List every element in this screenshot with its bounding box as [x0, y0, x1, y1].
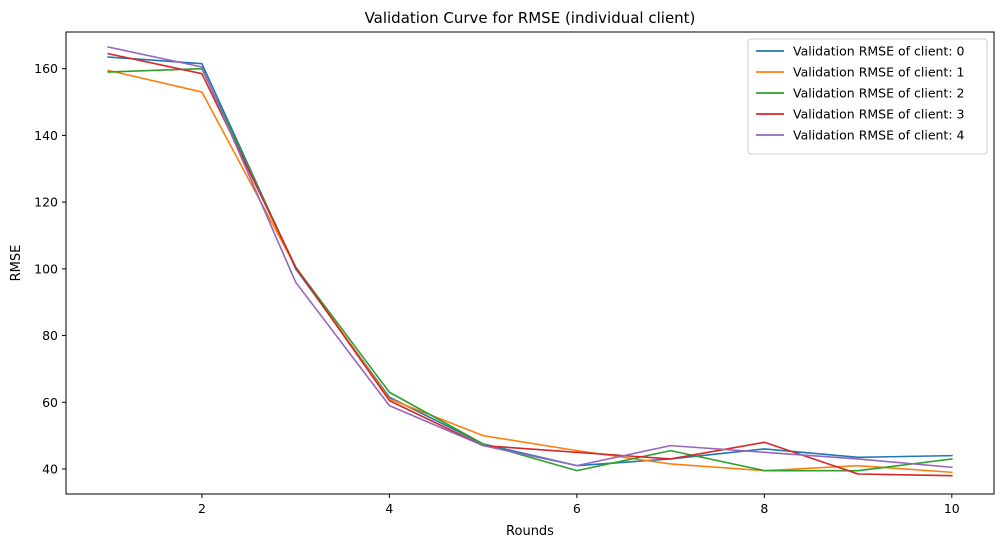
legend-label-client-4: Validation RMSE of client: 4	[793, 128, 965, 143]
x-tick-label: 8	[760, 501, 768, 516]
y-tick-label: 60	[42, 395, 58, 410]
chart-title: Validation Curve for RMSE (individual cl…	[365, 9, 696, 27]
legend-label-client-0: Validation RMSE of client: 0	[793, 44, 965, 59]
y-tick-label: 140	[34, 128, 58, 143]
series-line-client-3	[107, 52, 953, 477]
y-axis-label: RMSE	[9, 245, 24, 282]
y-tick-label: 100	[34, 261, 58, 276]
legend-box	[747, 38, 988, 155]
y-tick-label: 80	[42, 328, 58, 343]
plot-frame	[65, 31, 995, 495]
legend-label-client-1: Validation RMSE of client: 1	[793, 65, 964, 80]
x-axis: 2 4 6 8 10	[198, 494, 960, 516]
legend-label-client-2: Validation RMSE of client: 2	[793, 86, 964, 101]
y-axis: 40 60 80 100 120 140 160	[34, 61, 66, 476]
plot-area	[107, 46, 953, 477]
x-tick-label: 6	[573, 501, 581, 516]
legend: Validation RMSE of client: 0 Validation R…	[747, 38, 988, 155]
y-tick-label: 120	[34, 195, 58, 210]
series-line-client-4	[107, 46, 953, 469]
series-line-client-2	[107, 67, 953, 472]
y-tick-label: 40	[42, 461, 58, 476]
x-tick-label: 2	[198, 501, 206, 516]
legend-label-client-3: Validation RMSE of client: 3	[793, 107, 964, 122]
y-tick-label: 160	[34, 61, 58, 76]
x-tick-label: 10	[944, 501, 960, 516]
series-line-client-1	[107, 69, 953, 474]
x-tick-label: 4	[385, 501, 393, 516]
x-axis-label: Rounds	[506, 524, 554, 539]
